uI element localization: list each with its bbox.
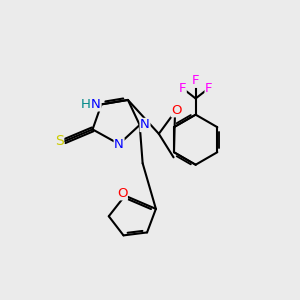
Text: N: N: [91, 98, 101, 111]
Text: F: F: [192, 74, 200, 87]
Text: N: N: [140, 118, 150, 131]
Text: N: N: [114, 138, 124, 151]
Text: O: O: [117, 187, 127, 200]
Text: F: F: [205, 82, 213, 95]
Text: H: H: [81, 98, 91, 111]
Text: F: F: [178, 82, 186, 95]
Text: O: O: [171, 104, 182, 117]
Text: S: S: [55, 134, 64, 148]
